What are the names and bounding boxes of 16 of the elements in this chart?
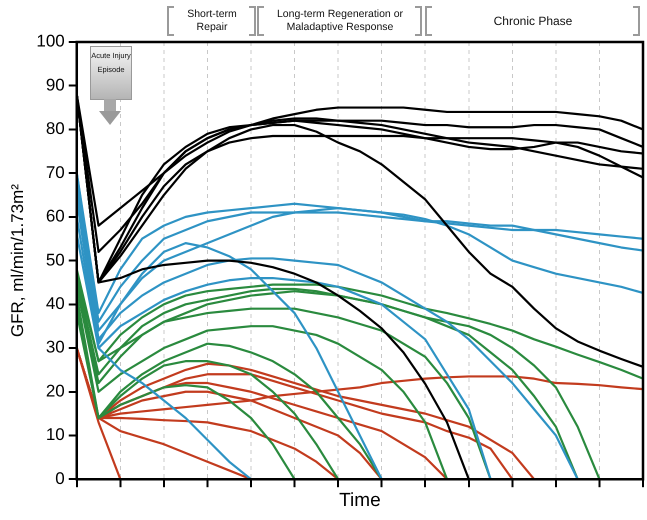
y-tick-label: 60 <box>46 206 65 226</box>
x-axis-title: Time <box>339 490 381 511</box>
y-tick-label: 10 <box>46 425 65 444</box>
text: Long-term Regeneration or Maladaptive Response <box>276 7 404 35</box>
y-tick-label: 70 <box>46 162 65 182</box>
text: Short-term Repair <box>186 7 238 35</box>
text: Chronic Phase <box>492 12 574 30</box>
y-tick-label: 40 <box>46 294 65 314</box>
y-axis-title: GFR, ml/min/1.73m² <box>8 184 27 338</box>
y-tick-label: 100 <box>36 32 65 51</box>
y-tick-label: 90 <box>46 75 65 94</box>
y-tick-label: 20 <box>46 381 65 400</box>
y-tick-label: 0 <box>55 468 65 488</box>
y-tick-label: 50 <box>46 250 65 270</box>
y-tick-label: 30 <box>46 338 65 357</box>
y-tick-label: 80 <box>46 119 65 138</box>
